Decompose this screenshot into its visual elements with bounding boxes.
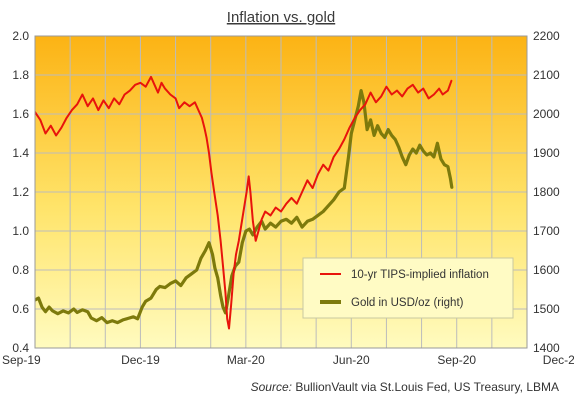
y-left-tick-label: 1.2 <box>12 185 29 199</box>
x-tick-label: Sep-20 <box>437 353 476 367</box>
y-right-tick-label: 2200 <box>533 29 560 43</box>
y-left-tick-label: 1.0 <box>12 224 29 238</box>
legend: 10-yr TIPS-implied inflation Gold in USD… <box>302 257 514 319</box>
x-tick-label: Dec-19 <box>121 353 160 367</box>
y-right-tick-label: 2100 <box>533 68 560 82</box>
x-tick-label: Sep-19 <box>2 353 41 367</box>
y-right-tick-label: 1800 <box>533 185 560 199</box>
y-left-tick-label: 0.6 <box>12 302 29 316</box>
legend-box <box>302 257 514 319</box>
legend-label-inflation: 10-yr TIPS-implied inflation <box>351 269 489 281</box>
x-tick-label: Jun-20 <box>333 353 370 367</box>
y-right-tick-label: 2000 <box>533 107 560 121</box>
source-label: Source: <box>251 380 292 394</box>
y-right-tick-label: 1900 <box>533 146 560 160</box>
series-line-gold <box>35 89 454 325</box>
series-line-inflation <box>35 75 453 330</box>
x-tick-label: Dec-20 <box>543 353 574 367</box>
y-right-tick-label: 1400 <box>533 341 560 355</box>
y-left-tick-label: 0.8 <box>12 263 29 277</box>
source-note: Source: BullionVault via St.Louis Fed, U… <box>251 380 559 394</box>
source-text: BullionVault via St.Louis Fed, US Treasu… <box>292 380 559 394</box>
y-left-tick-label: 1.8 <box>12 68 29 82</box>
y-right-tick-label: 1600 <box>533 263 560 277</box>
y-left-tick-label: 2.0 <box>12 29 29 43</box>
y-left-tick-label: 1.4 <box>12 146 29 160</box>
y-right-tick-label: 1700 <box>533 224 560 238</box>
left-axis: 2.0 1.8 1.6 1.4 1.2 1.0 0.8 0.6 0.4 <box>12 29 29 355</box>
y-left-tick-label: 0.4 <box>12 341 29 355</box>
legend-label-gold: Gold in USD/oz (right) <box>351 297 464 309</box>
chart-title: Inflation vs. gold <box>227 9 335 26</box>
x-axis: Sep-19 Dec-19 Mar-20 Jun-20 Sep-20 Dec-20 <box>2 353 574 367</box>
right-axis: 2200 2100 2000 1900 1800 1700 1600 1500 1400 <box>533 29 560 355</box>
x-tick-label: Mar-20 <box>227 353 265 367</box>
y-right-tick-label: 1500 <box>533 302 560 316</box>
plot-border <box>34 35 528 349</box>
y-left-tick-label: 1.6 <box>12 107 29 121</box>
